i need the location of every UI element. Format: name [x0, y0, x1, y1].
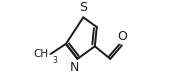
Text: CH: CH	[33, 49, 49, 59]
Text: O: O	[117, 30, 127, 43]
Text: 3: 3	[52, 56, 57, 65]
Text: S: S	[79, 1, 87, 14]
Text: N: N	[70, 61, 79, 74]
